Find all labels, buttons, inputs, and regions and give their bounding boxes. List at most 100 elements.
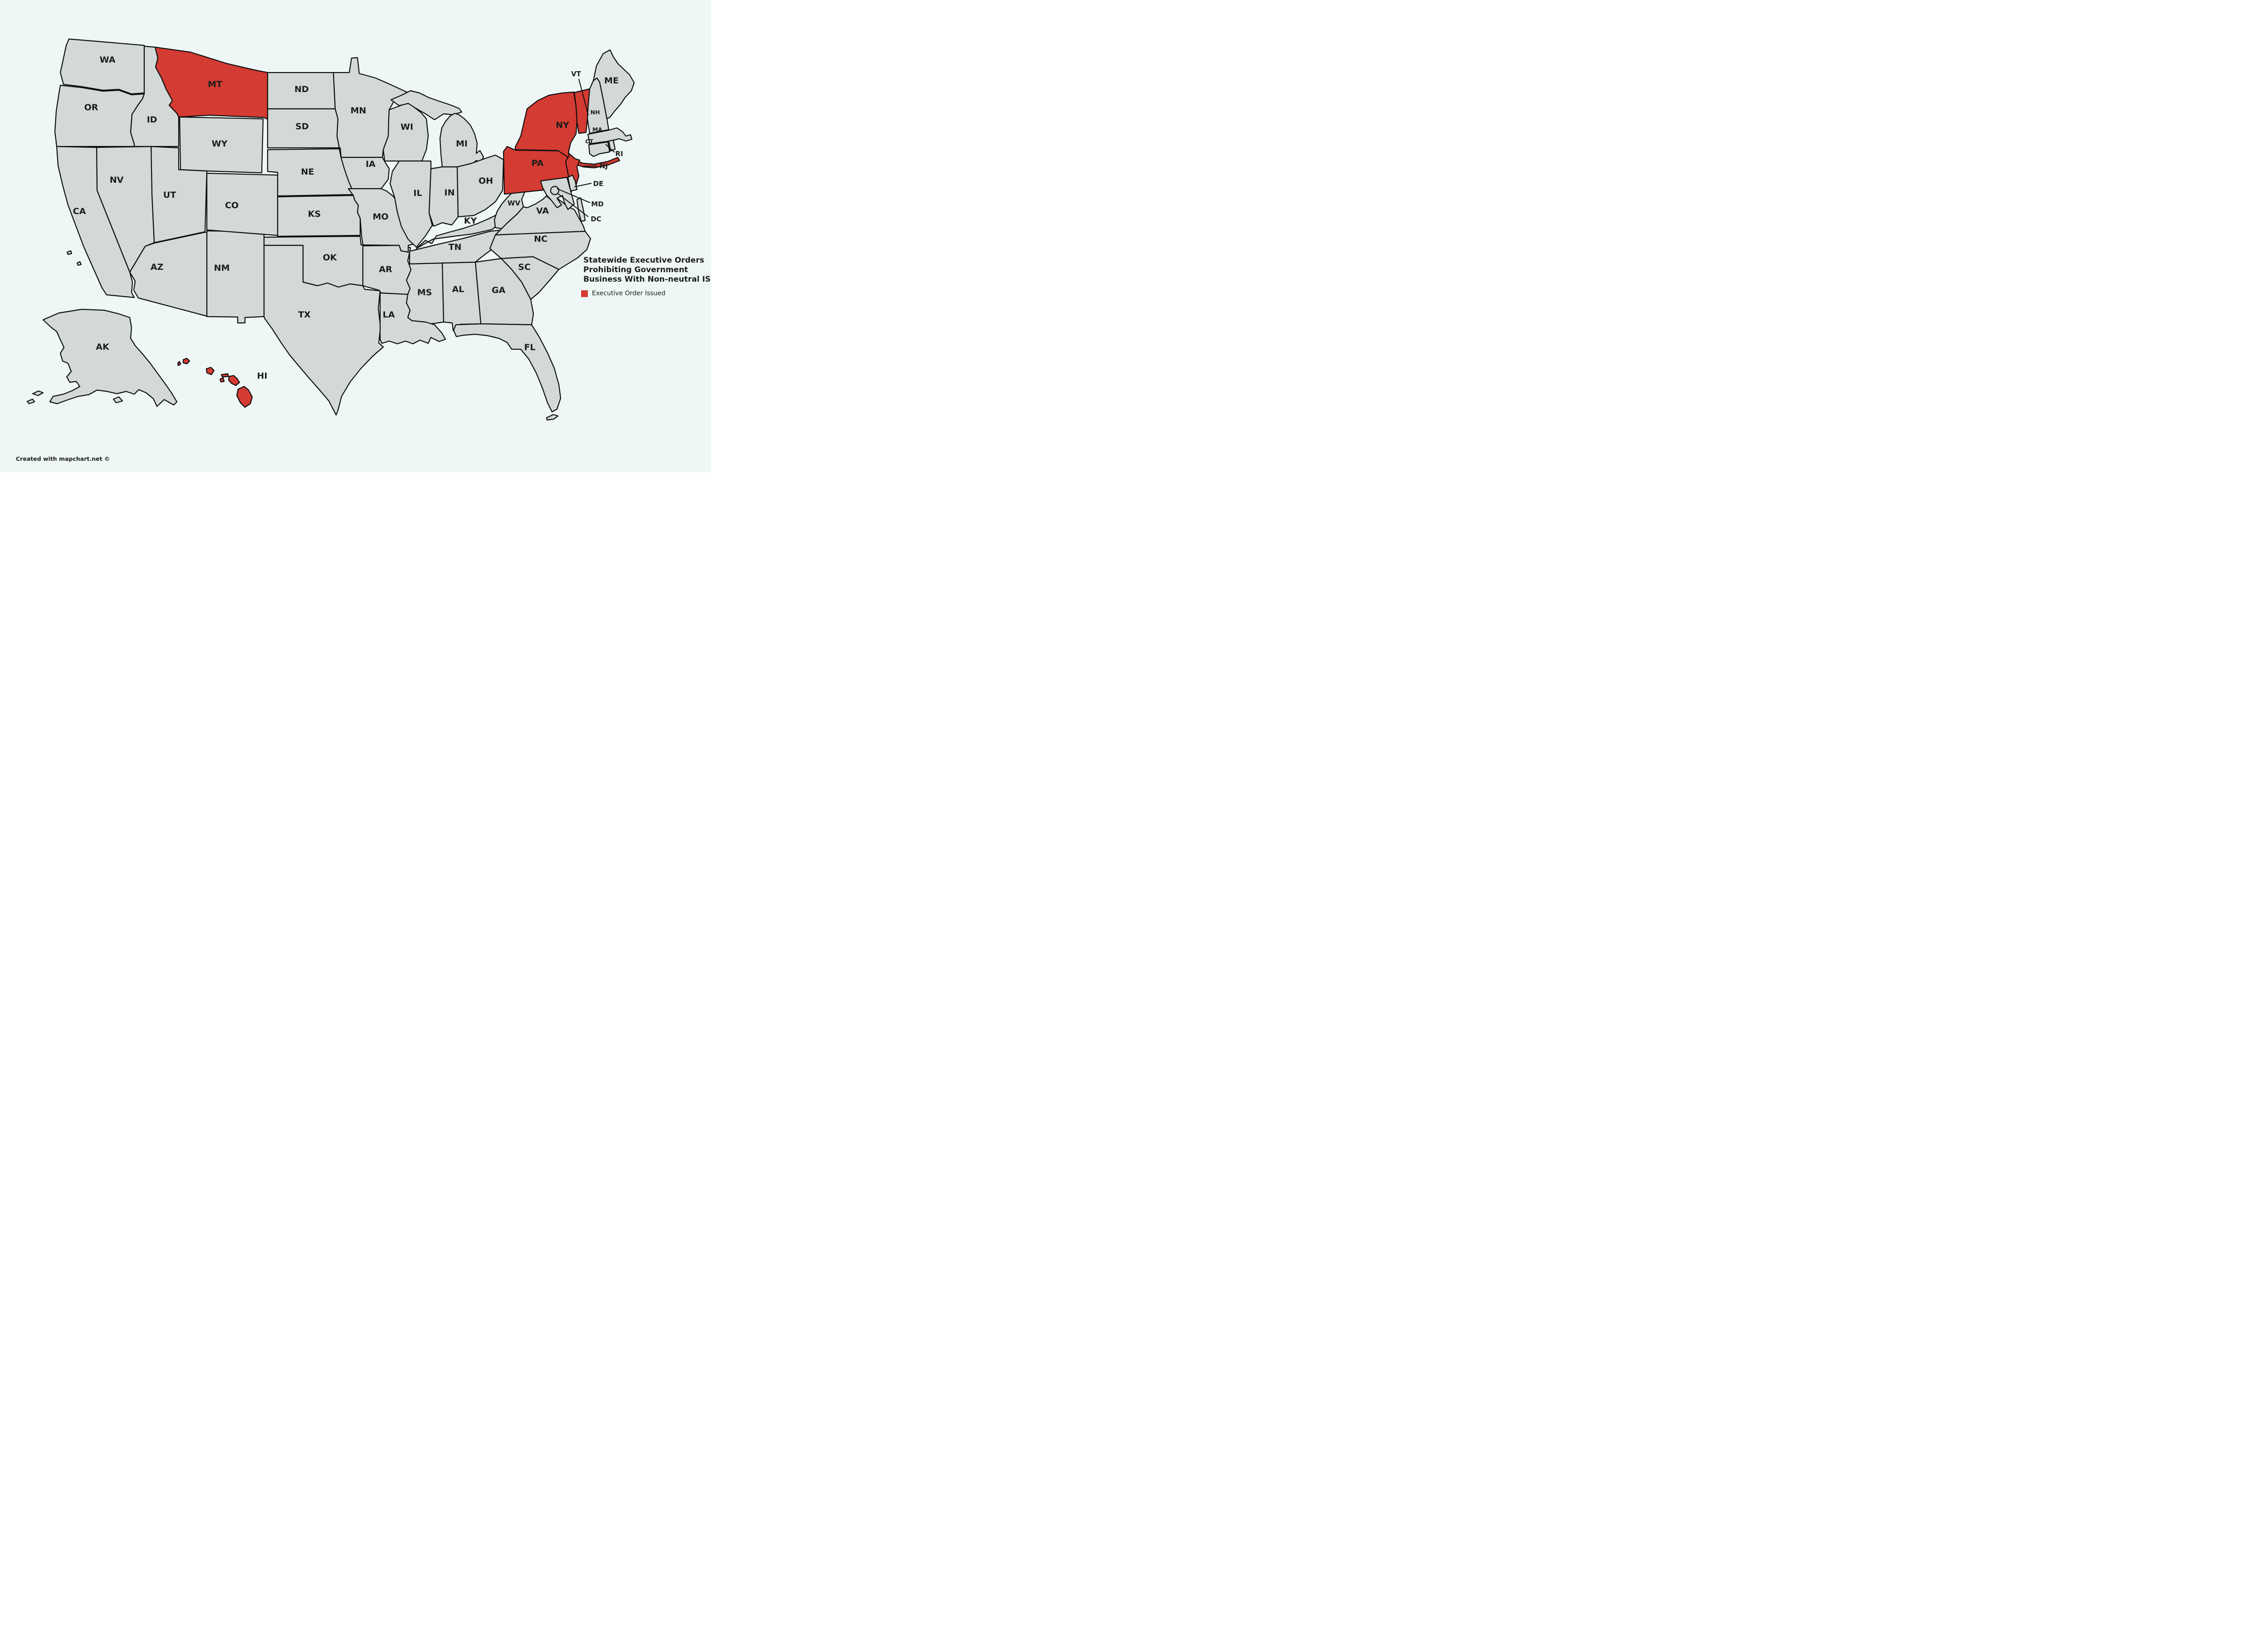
state-al[interactable] bbox=[441, 261, 482, 332]
state-label-ms: MS bbox=[417, 288, 432, 298]
state-label-al: AL bbox=[452, 284, 464, 294]
state-label-nv: NV bbox=[110, 175, 124, 185]
state-label-fl: FL bbox=[524, 342, 535, 352]
state-fl[interactable] bbox=[453, 323, 562, 413]
state-label-az: AZ bbox=[151, 262, 163, 272]
state-label-va: VA bbox=[536, 206, 549, 216]
state-hi-lanai[interactable] bbox=[219, 377, 225, 383]
md-leader-line bbox=[557, 188, 591, 203]
state-mi-upper-peninsula[interactable] bbox=[390, 90, 463, 121]
state-label-la: LA bbox=[383, 310, 395, 320]
state-label-mi: MI bbox=[456, 139, 468, 149]
state-label-wi: WI bbox=[401, 122, 413, 132]
state-ca[interactable] bbox=[56, 146, 135, 298]
state-label-id: ID bbox=[147, 115, 157, 125]
state-label-co: CO bbox=[225, 200, 239, 210]
state-label-wa: WA bbox=[100, 55, 116, 65]
state-label-oh: OH bbox=[479, 176, 493, 186]
state-label-mn: MN bbox=[351, 106, 367, 116]
state-label-ct: CT bbox=[585, 138, 593, 145]
ri-leader-line bbox=[605, 144, 615, 153]
state-hi-maui[interactable] bbox=[228, 375, 240, 386]
state-label-hi: HI bbox=[257, 371, 268, 381]
state-label-ak: AK bbox=[96, 342, 110, 352]
map-title-line-2: Prohibiting Government bbox=[583, 265, 688, 274]
state-label-ut: UT bbox=[163, 190, 176, 200]
state-label-mt: MT bbox=[208, 79, 222, 89]
state-hi-kauai[interactable] bbox=[182, 357, 191, 365]
state-label-ne: NE bbox=[301, 167, 314, 177]
state-label-wv: WV bbox=[508, 199, 521, 207]
map-title-line-3: Business With Non-neutral ISPs bbox=[583, 275, 711, 284]
state-oh[interactable] bbox=[456, 154, 504, 218]
state-ca-channel-island[interactable] bbox=[66, 250, 73, 255]
state-label-sc: SC bbox=[518, 262, 531, 272]
state-labels: WA OR CA NV ID MT WY UT CO AZ NM ND SD N… bbox=[73, 55, 623, 381]
map-canvas: WA OR CA NV ID MT WY UT CO AZ NM ND SD N… bbox=[0, 0, 711, 472]
state-label-dc: DC bbox=[591, 215, 601, 223]
state-label-vt: VT bbox=[571, 70, 582, 78]
state-label-sd: SD bbox=[295, 122, 308, 132]
state-label-tx: TX bbox=[298, 310, 311, 320]
state-label-ok: OK bbox=[323, 253, 337, 263]
state-fl-keys[interactable] bbox=[546, 414, 559, 421]
state-label-ar: AR bbox=[379, 264, 392, 274]
state-me[interactable] bbox=[592, 49, 635, 120]
state-wy[interactable] bbox=[179, 116, 264, 174]
state-label-ri: RI bbox=[615, 150, 623, 158]
states-layer bbox=[26, 38, 635, 421]
state-label-ma: MA bbox=[592, 126, 602, 133]
state-label-nm: NM bbox=[214, 263, 230, 273]
state-ak-aleutian-island[interactable] bbox=[32, 390, 44, 396]
legend: Executive Order Issued bbox=[581, 290, 665, 297]
state-label-il: IL bbox=[413, 188, 422, 198]
state-ma[interactable] bbox=[587, 127, 633, 145]
state-ca-channel-island-2[interactable] bbox=[76, 261, 82, 266]
state-label-or: OR bbox=[84, 103, 98, 112]
state-wa[interactable] bbox=[59, 38, 145, 95]
state-nm[interactable] bbox=[206, 230, 265, 324]
state-label-ny: NY bbox=[556, 120, 569, 130]
state-hi-molokai[interactable] bbox=[220, 373, 230, 378]
state-ct[interactable] bbox=[588, 141, 611, 157]
dc-leader-line bbox=[557, 193, 589, 217]
state-dc-circle[interactable] bbox=[550, 186, 560, 195]
state-label-pa: PA bbox=[532, 158, 544, 168]
state-hi-oahu[interactable] bbox=[205, 366, 215, 376]
state-ny[interactable] bbox=[514, 91, 621, 169]
map-title-line-1: Statewide Executive Orders bbox=[583, 256, 704, 265]
state-ar[interactable] bbox=[362, 244, 412, 295]
state-label-ks: KS bbox=[308, 209, 321, 219]
map-title: Statewide Executive Orders Prohibiting G… bbox=[583, 256, 711, 284]
state-ak[interactable] bbox=[42, 308, 178, 407]
state-label-me: ME bbox=[604, 76, 619, 86]
state-label-tn: TN bbox=[449, 242, 462, 252]
state-label-ia: IA bbox=[366, 159, 376, 169]
state-hi-big-island[interactable] bbox=[236, 386, 253, 408]
state-label-ca: CA bbox=[73, 206, 86, 216]
state-co[interactable] bbox=[206, 172, 279, 236]
state-mt[interactable] bbox=[154, 46, 269, 120]
vt-leader-line bbox=[578, 78, 589, 116]
legend-swatch bbox=[581, 290, 588, 297]
state-label-nc: NC bbox=[534, 234, 547, 244]
state-la[interactable] bbox=[379, 292, 446, 345]
state-label-md: MD bbox=[591, 200, 603, 208]
state-label-in: IN bbox=[445, 188, 455, 198]
state-ky[interactable] bbox=[415, 213, 503, 249]
state-or[interactable] bbox=[54, 84, 145, 147]
state-va-eastern-shore[interactable] bbox=[576, 197, 586, 222]
state-hi-niihau[interactable] bbox=[177, 361, 181, 366]
state-in[interactable] bbox=[428, 166, 459, 227]
state-ak-aleutian-island-2[interactable] bbox=[26, 398, 35, 405]
state-label-mo: MO bbox=[372, 212, 388, 222]
leader-lines bbox=[557, 78, 615, 217]
state-label-nh: NH bbox=[591, 109, 600, 116]
us-map: WA OR CA NV ID MT WY UT CO AZ NM ND SD N… bbox=[26, 38, 635, 421]
state-label-wy: WY bbox=[212, 139, 228, 149]
de-leader-line bbox=[574, 183, 592, 187]
state-tx[interactable] bbox=[263, 244, 384, 416]
legend-label: Executive Order Issued bbox=[592, 290, 665, 297]
state-ak-kodiak-island[interactable] bbox=[112, 396, 123, 404]
state-label-ga: GA bbox=[492, 285, 506, 295]
